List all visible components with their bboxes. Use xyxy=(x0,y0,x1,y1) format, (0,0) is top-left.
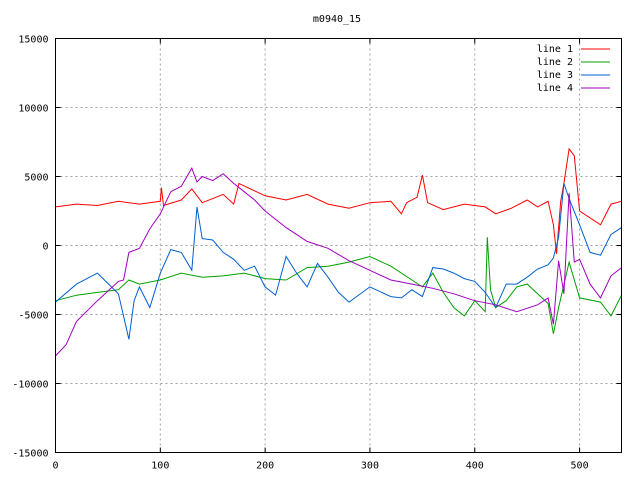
y-tick-label: -15000 xyxy=(12,449,48,460)
legend-label: line 2 xyxy=(537,57,573,68)
legend: line 1 line 2 line 3 line 4 xyxy=(537,44,610,94)
legend-label: line 3 xyxy=(537,70,573,81)
y-tick-label: 10000 xyxy=(18,104,48,115)
y-tick-label: 0 xyxy=(42,242,48,253)
y-tick-label: 5000 xyxy=(24,173,48,184)
series-lines xyxy=(55,147,622,357)
x-tick-label: 100 xyxy=(151,461,169,472)
x-tick-label: 400 xyxy=(466,461,484,472)
x-tick-label: 500 xyxy=(571,461,589,472)
series-line-3 xyxy=(55,183,622,340)
x-tick-label: 0 xyxy=(52,461,58,472)
grid-lines xyxy=(55,38,622,453)
x-tick-label: 200 xyxy=(256,461,274,472)
chart-title: m0940_15 xyxy=(313,14,361,25)
legend-label: line 4 xyxy=(537,83,573,94)
y-tick-label: 15000 xyxy=(18,35,48,46)
series-line-4 xyxy=(55,167,622,357)
plot-area-border xyxy=(55,38,622,453)
series-line-2 xyxy=(55,237,622,334)
x-tick-label: 300 xyxy=(361,461,379,472)
axis-ticks: 0 100 200 300 400 500 -15000 -10000 -5000 0 5000 10… xyxy=(12,35,622,472)
y-tick-label: -5000 xyxy=(18,311,48,322)
series-line-1 xyxy=(55,147,622,254)
legend-label: line 1 xyxy=(537,44,573,55)
y-tick-label: -10000 xyxy=(12,380,48,391)
